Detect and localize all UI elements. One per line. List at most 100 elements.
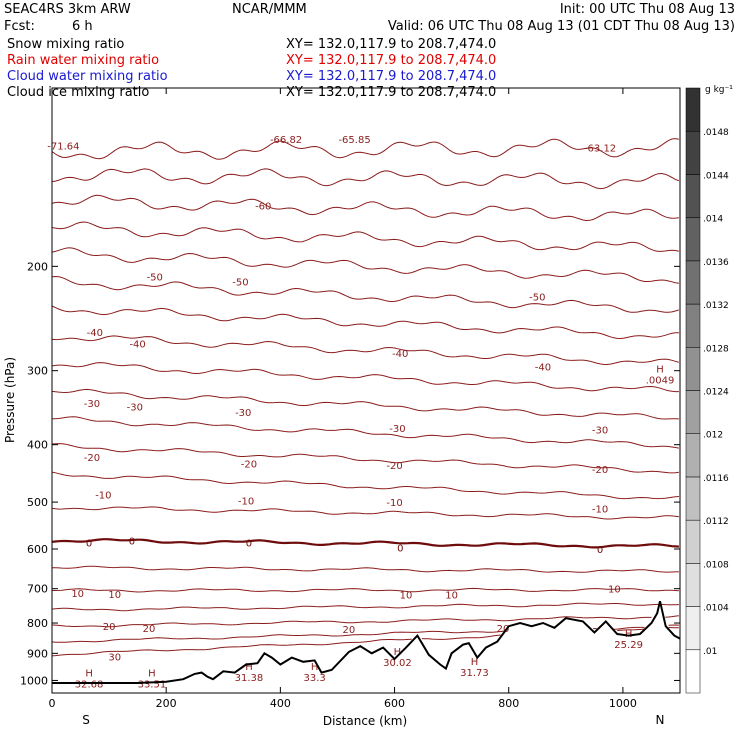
colorbar-bin [685,390,701,434]
isotherm-5 [52,565,679,573]
colorbar-bin [685,563,701,607]
high-symbol: H [311,662,319,673]
high-marker: H.0049 [646,364,675,386]
contour-label: 10 [445,590,458,601]
y-tick-label: 1000 [20,674,48,687]
high-symbol: H [148,669,156,680]
isotherm-0 [51,538,679,549]
valid-time: Valid: 06 UTC Thu 08 Aug 13 (01 CDT Thu … [388,19,735,34]
field-xy-1: XY= 132.0,117.9 to 208.7,474.0 [286,53,496,68]
high-value: 32.68 [75,680,104,691]
colorbar-unit: g kg⁻¹ [705,85,733,95]
contour-label: -63.12 [584,143,616,154]
colorbar-bin [685,174,701,218]
isotherm--65 [51,168,680,190]
init-time: Init: 00 UTC Thu 08 Aug 13 [560,2,735,17]
field-name-0: Snow mixing ratio [7,37,124,52]
y-tick-label: 800 [27,617,48,630]
contour-label: -50 [147,272,163,283]
y-tick-label: 700 [27,583,48,596]
isotherm-15 [51,602,679,612]
y-tick-label: 200 [27,260,48,273]
high-value: 31.38 [235,673,264,684]
high-symbol: H [85,669,93,680]
field-legend: Snow mixing ratio XY= 132.0,117.9 to 208.… [7,37,496,100]
high-value: 25.29 [614,640,643,651]
contour-label: 20 [343,625,356,636]
colorbar-bin [685,519,701,564]
contour-label: -50 [232,277,248,288]
x-tick-label: 200 [156,697,177,710]
colorbar-bin [685,260,701,305]
isotherm--15 [51,443,679,474]
contour-label: 10 [71,589,84,600]
contour-label: -30 [592,425,608,436]
y-tick-label: 600 [27,543,48,556]
x-right-end-label: N [656,713,665,727]
contour-label: 0 [86,538,92,549]
contour-label: -30 [127,403,143,414]
axes: 0 200 400 600 800 100020030040050060070080090… [20,87,680,710]
colorbar-tick-label: .0148 [703,128,729,138]
field-xy-0: XY= 132.0,117.9 to 208.7,474.0 [286,37,496,52]
isotherm-25 [51,624,679,643]
model-title: SEAC4RS 3km ARW [4,2,131,17]
x-left-end-label: S [82,713,90,727]
isotherm--40 [51,305,679,340]
contour-label: -10 [95,490,111,501]
high-symbol: H [471,657,479,668]
colorbar-bin [685,130,701,175]
plot-area: -71.64 -66.82 -65.85 -63.12 -60 -50 -50 -50 -40 -… [47,87,681,694]
high-value: .0049 [646,375,675,386]
contour-label: 10 [108,590,121,601]
colorbar-tick-label: .0112 [703,517,729,527]
colorbar-bin [685,347,701,391]
colorbar: .01 .0104 .0108 .0112 .0116 .012 .0124 .0128 .01… [685,87,729,694]
high-value: 30.02 [383,658,412,669]
contour-label: -50 [529,293,545,304]
high-value: 33.51 [138,680,167,691]
contour-label: -10 [238,497,254,508]
high-marker: H31.73 [460,657,489,679]
colorbar-tick-label: .01 [703,647,717,657]
colorbar-bin [685,476,701,521]
contour-label: -30 [84,399,100,410]
colorbar-tick-label: .0136 [703,258,729,268]
isotherm--5 [51,506,679,520]
center-title: NCAR/MMM [232,2,307,17]
isotherm--20 [52,416,679,449]
plot-frame [51,87,681,694]
field-name-2: Cloud water mixing ratio [7,69,168,84]
contour-label: -71.64 [47,141,79,152]
contour-label: -40 [87,328,103,339]
colorbar-bin [685,87,701,132]
contour-label: -65.85 [338,135,370,146]
fcst-value: 6 h [72,19,93,34]
colorbar-tick-label: .0104 [703,604,729,614]
high-marker: H32.68 [75,669,104,691]
x-tick-label: 0 [49,697,56,710]
colorbar-bin [685,303,701,348]
isotherm--70 [51,138,679,160]
contour-label: -10 [592,505,608,516]
fcst-label: Fcst: [4,19,35,34]
contour-label: -66.82 [270,135,302,146]
high-marker: H33.3 [303,662,325,684]
x-tick-label: 600 [384,697,405,710]
contour-label: 10 [400,590,413,601]
contour-label: -20 [241,459,257,470]
colorbar-tick-label: .012 [703,431,723,441]
colorbar-bin [685,433,701,478]
isotherm--10 [51,471,679,500]
contour-label: 10 [608,585,621,596]
contour-label: 20 [497,624,510,635]
contour-label: 20 [103,622,116,633]
contour-label: 0 [597,545,603,556]
colorbar-tick-label: .0132 [703,301,729,311]
colorbar-tick-label: .0128 [703,344,729,354]
field-name-3: Cloud ice mixing ratio [7,85,149,100]
isotherm--30 [51,362,679,393]
high-marker: H30.02 [383,647,412,669]
